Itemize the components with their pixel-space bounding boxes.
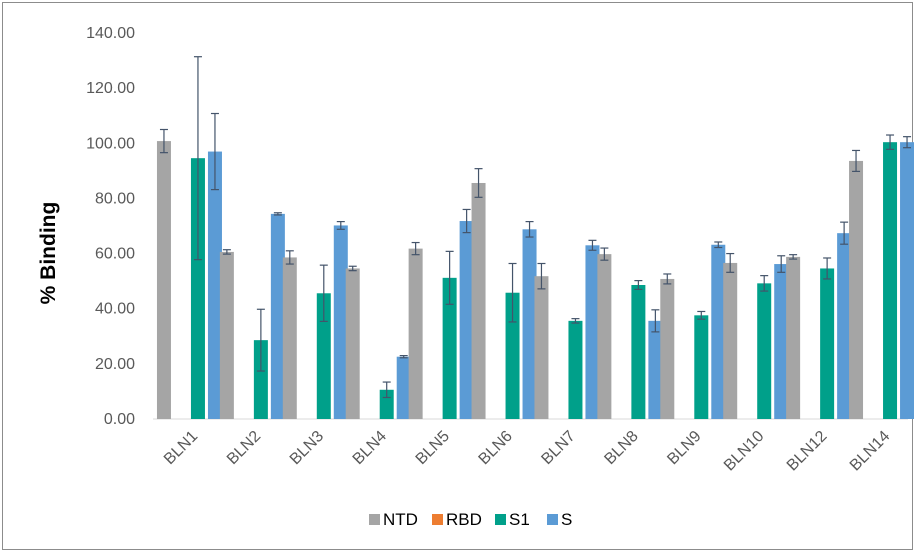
legend-swatch-ntd xyxy=(369,514,380,525)
bar-s xyxy=(459,221,474,419)
error-bars xyxy=(159,56,912,399)
bar-chart: 0.00 20.00 40.00 60.00 80.00 100.00 120.00 140.… xyxy=(37,25,914,529)
bar-ntd xyxy=(471,182,486,419)
bar-s xyxy=(522,229,537,419)
bar-s1 xyxy=(253,340,268,419)
legend-swatch-s1 xyxy=(495,514,506,525)
y-tick-label: 100.00 xyxy=(86,135,135,152)
bar-ntd xyxy=(849,160,864,419)
x-tick-label: BLN8 xyxy=(601,428,641,468)
bar-ntd xyxy=(282,257,297,419)
y-tick-label: 120.00 xyxy=(86,80,135,97)
legend-swatch-rbd xyxy=(432,514,443,525)
bar-ntd xyxy=(534,276,549,419)
bar-s1 xyxy=(568,320,583,419)
x-tick-label: BLN6 xyxy=(476,428,516,468)
bar-s xyxy=(585,245,600,419)
bar-ntd xyxy=(408,248,423,419)
legend-label-s: S xyxy=(561,510,572,529)
bar-ntd xyxy=(219,251,234,419)
bar-ntd xyxy=(597,254,612,419)
bar-s xyxy=(333,225,348,419)
bar-ntd xyxy=(786,256,801,419)
x-tick-label: BLN7 xyxy=(538,428,578,468)
x-tick-label: BLN5 xyxy=(413,428,453,468)
bar-s1 xyxy=(190,158,205,419)
bar-s1 xyxy=(883,142,898,419)
y-axis-title: % Binding xyxy=(37,202,60,305)
x-tick-label: BLN1 xyxy=(161,428,201,468)
y-tick-label: 80.00 xyxy=(95,190,135,207)
x-tick-label: BLN4 xyxy=(350,428,390,468)
y-tick-label: 0.00 xyxy=(104,411,135,428)
legend-swatch-s xyxy=(547,514,558,525)
y-tick-label: 40.00 xyxy=(95,301,135,318)
bar-s1 xyxy=(505,292,520,419)
x-tick-label: BLN2 xyxy=(224,428,264,468)
y-tick-label: 20.00 xyxy=(95,356,135,373)
x-tick-label: BLN14 xyxy=(847,428,894,475)
bar-ntd xyxy=(723,262,738,419)
bar-s xyxy=(270,213,285,419)
bar-s xyxy=(396,356,411,419)
x-tick-label: BLN12 xyxy=(784,428,831,475)
bar-ntd xyxy=(156,141,171,419)
y-axis: 0.00 20.00 40.00 60.00 80.00 100.00 120.00 140.… xyxy=(86,25,135,428)
legend-label-ntd: NTD xyxy=(383,510,418,529)
bar-s xyxy=(837,233,852,419)
legend: NTD RBD S1 S xyxy=(369,510,572,529)
x-tick-label: BLN3 xyxy=(287,428,327,468)
bars xyxy=(156,141,914,420)
y-tick-label: 140.00 xyxy=(86,25,135,42)
legend-label-s1: S1 xyxy=(509,510,530,529)
bar-ntd xyxy=(660,278,675,419)
bar-s1 xyxy=(820,268,835,419)
x-tick-label: BLN9 xyxy=(664,428,704,468)
x-tick-label: BLN10 xyxy=(721,428,768,475)
bar-s1 xyxy=(316,293,331,419)
bar-ntd xyxy=(345,268,360,419)
legend-label-rbd: RBD xyxy=(446,510,482,529)
bar-s xyxy=(900,142,914,419)
y-tick-label: 60.00 xyxy=(95,246,135,263)
bar-s1 xyxy=(694,315,709,419)
x-axis: BLN1 BLN2 BLN3 BLN4 BLN5 BLN6 BLN7 BLN8 BLN9 BLN1… xyxy=(153,418,908,475)
bar-s xyxy=(711,244,726,419)
bar-s xyxy=(648,320,663,419)
bar-s1 xyxy=(631,285,646,419)
bar-s xyxy=(207,151,222,420)
bar-s1 xyxy=(442,277,457,419)
bar-s xyxy=(774,264,789,419)
bar-s1 xyxy=(757,283,772,419)
